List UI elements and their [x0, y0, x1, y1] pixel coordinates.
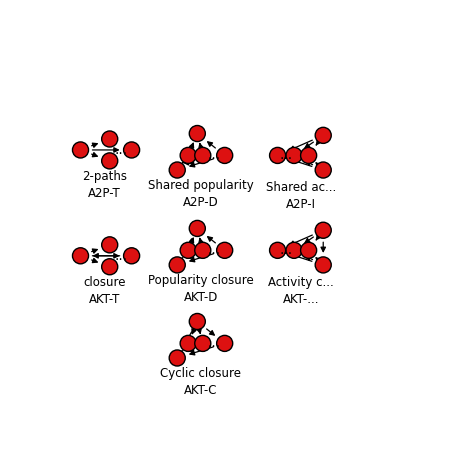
Circle shape	[315, 162, 331, 178]
Circle shape	[180, 242, 196, 258]
Text: Shared popularity
A2P-D: Shared popularity A2P-D	[148, 179, 254, 209]
Circle shape	[315, 257, 331, 273]
Text: Popularity closure
AKT-D: Popularity closure AKT-D	[148, 274, 254, 304]
Circle shape	[286, 147, 302, 164]
Circle shape	[124, 142, 140, 158]
Text: ...: ...	[115, 143, 128, 157]
Circle shape	[315, 128, 331, 143]
Text: ...: ...	[208, 148, 221, 163]
Circle shape	[169, 257, 185, 273]
Circle shape	[180, 336, 196, 351]
Text: ...: ...	[208, 243, 221, 257]
Text: Activity c...
AKT-...: Activity c... AKT-...	[268, 276, 334, 306]
Circle shape	[169, 162, 185, 178]
Text: ...: ...	[280, 148, 292, 163]
Circle shape	[124, 248, 140, 264]
Text: ...: ...	[208, 337, 221, 350]
Circle shape	[286, 242, 302, 258]
Circle shape	[301, 147, 317, 164]
Circle shape	[189, 126, 205, 142]
Text: Shared ac...
A2P-I: Shared ac... A2P-I	[266, 181, 337, 211]
Circle shape	[195, 336, 211, 351]
Circle shape	[102, 131, 118, 147]
Circle shape	[217, 147, 233, 164]
Circle shape	[73, 142, 89, 158]
Circle shape	[270, 242, 286, 258]
Circle shape	[217, 242, 233, 258]
Text: Cyclic closure
AKT-C: Cyclic closure AKT-C	[161, 367, 241, 397]
Circle shape	[73, 248, 89, 264]
Circle shape	[195, 147, 211, 164]
Circle shape	[189, 313, 205, 329]
Circle shape	[217, 336, 233, 351]
Circle shape	[315, 222, 331, 238]
Circle shape	[270, 147, 286, 164]
Circle shape	[189, 220, 205, 237]
Circle shape	[180, 147, 196, 164]
Circle shape	[102, 153, 118, 169]
Text: ...: ...	[280, 243, 292, 257]
Circle shape	[169, 350, 185, 366]
Text: 2-paths
A2P-T: 2-paths A2P-T	[82, 170, 127, 200]
Text: closure
AKT-T: closure AKT-T	[83, 276, 126, 306]
Text: ...: ...	[115, 249, 128, 263]
Circle shape	[102, 259, 118, 275]
Circle shape	[102, 237, 118, 253]
Circle shape	[301, 242, 317, 258]
Circle shape	[195, 242, 211, 258]
